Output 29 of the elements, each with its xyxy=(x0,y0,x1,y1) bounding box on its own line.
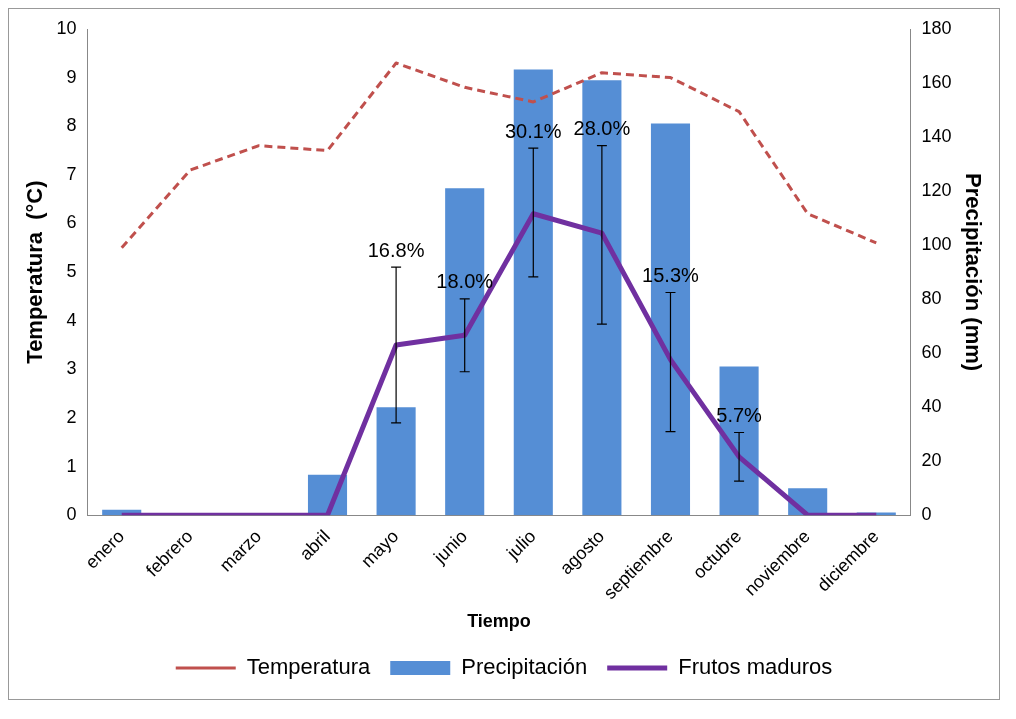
y-tick-label: 9 xyxy=(66,66,77,87)
y-tick-label: 1 xyxy=(66,455,77,476)
y2-tick-label: 40 xyxy=(921,396,942,417)
y2-tick-label: 120 xyxy=(921,180,952,201)
y-tick-label: 4 xyxy=(66,309,77,330)
y2-tick-label: 160 xyxy=(921,71,952,92)
legend-label: Frutos maduros xyxy=(678,654,833,680)
y2-axis-title: Precipitación (mm) xyxy=(960,173,986,372)
bar xyxy=(376,407,416,516)
legend-label: Temperatura xyxy=(246,654,372,680)
y-axis-title: Temperatura (°C) xyxy=(22,180,48,364)
y-tick-label: 3 xyxy=(66,358,77,379)
y-tick-label: 6 xyxy=(66,212,77,233)
y-tick-label: 7 xyxy=(66,163,77,184)
y2-tick-label: 140 xyxy=(921,126,952,147)
x-axis-title: Tiempo xyxy=(467,611,531,632)
y2-tick-label: 100 xyxy=(921,234,952,255)
annotation: 16.8% xyxy=(367,238,425,261)
y-tick-label: 2 xyxy=(66,406,77,427)
y-tick-label: 5 xyxy=(66,261,77,282)
y2-tick-label: 20 xyxy=(921,450,942,471)
y2-tick-label: 60 xyxy=(921,342,942,363)
y-tick-label: 0 xyxy=(66,504,77,525)
y2-tick-label: 180 xyxy=(921,17,952,38)
legend-label: Precipitación xyxy=(461,654,588,680)
y2-tick-label: 0 xyxy=(921,504,932,525)
y-tick-label: 8 xyxy=(66,115,77,136)
y-tick-label: 10 xyxy=(56,17,77,38)
y2-tick-label: 80 xyxy=(921,288,942,309)
